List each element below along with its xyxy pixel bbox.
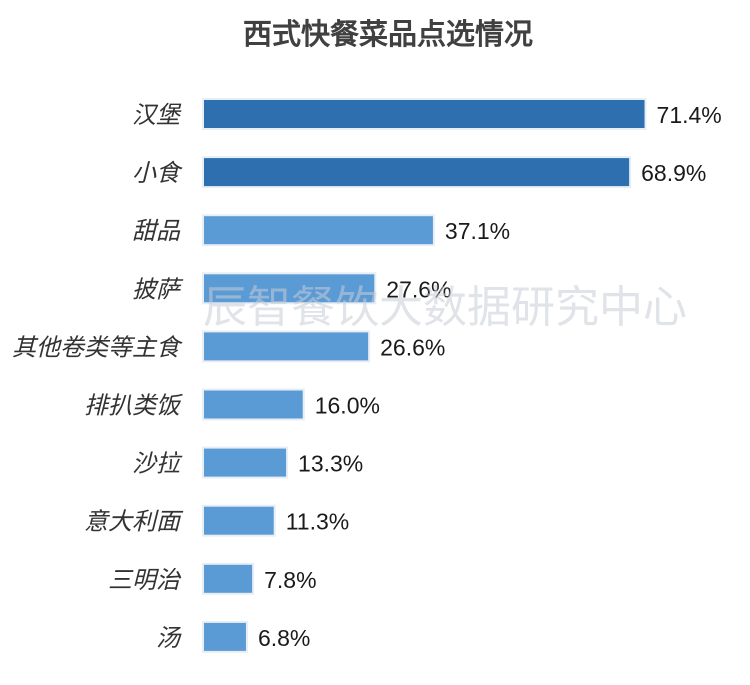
bar (204, 216, 433, 245)
bar (204, 332, 369, 361)
value-label: 13.3% (298, 451, 363, 477)
value-label: 71.4% (657, 102, 722, 128)
category-label: 披萨 (132, 275, 184, 303)
category-label: 小食 (132, 159, 183, 187)
bar (204, 158, 630, 187)
value-label: 11.3% (286, 509, 350, 535)
category-label: 其他卷类等主食 (12, 333, 183, 361)
category-label: 沙拉 (132, 450, 183, 478)
category-label: 排扒类饭 (84, 392, 183, 420)
bars-group: 汉堡 71.4% 小食 68.9% 甜品 37.1% 披萨 27.6% 其他卷类等主食 26.6%… (12, 98, 722, 653)
value-label: 6.8% (258, 625, 310, 651)
value-label: 7.8% (264, 567, 316, 593)
category-label: 甜品 (132, 217, 181, 245)
category-label: 汤 (156, 624, 182, 652)
bar (204, 564, 253, 593)
chart-title: 西式快餐菜品点选情况 (243, 17, 533, 51)
value-label: 27.6% (386, 276, 451, 302)
value-label: 68.9% (641, 160, 706, 186)
bar (204, 622, 246, 651)
bar (204, 448, 287, 477)
category-label: 汉堡 (132, 101, 182, 129)
watermark: 辰智餐饮大数据研究中心 (203, 282, 687, 333)
value-label: 26.6% (380, 334, 445, 360)
value-label: 37.1% (445, 218, 510, 244)
bar (204, 274, 375, 303)
value-label: 16.0% (315, 393, 380, 419)
category-label: 意大利面 (84, 508, 184, 536)
bar (204, 390, 303, 419)
bar (204, 100, 645, 128)
category-label: 三明治 (108, 566, 182, 594)
bar (204, 506, 274, 535)
